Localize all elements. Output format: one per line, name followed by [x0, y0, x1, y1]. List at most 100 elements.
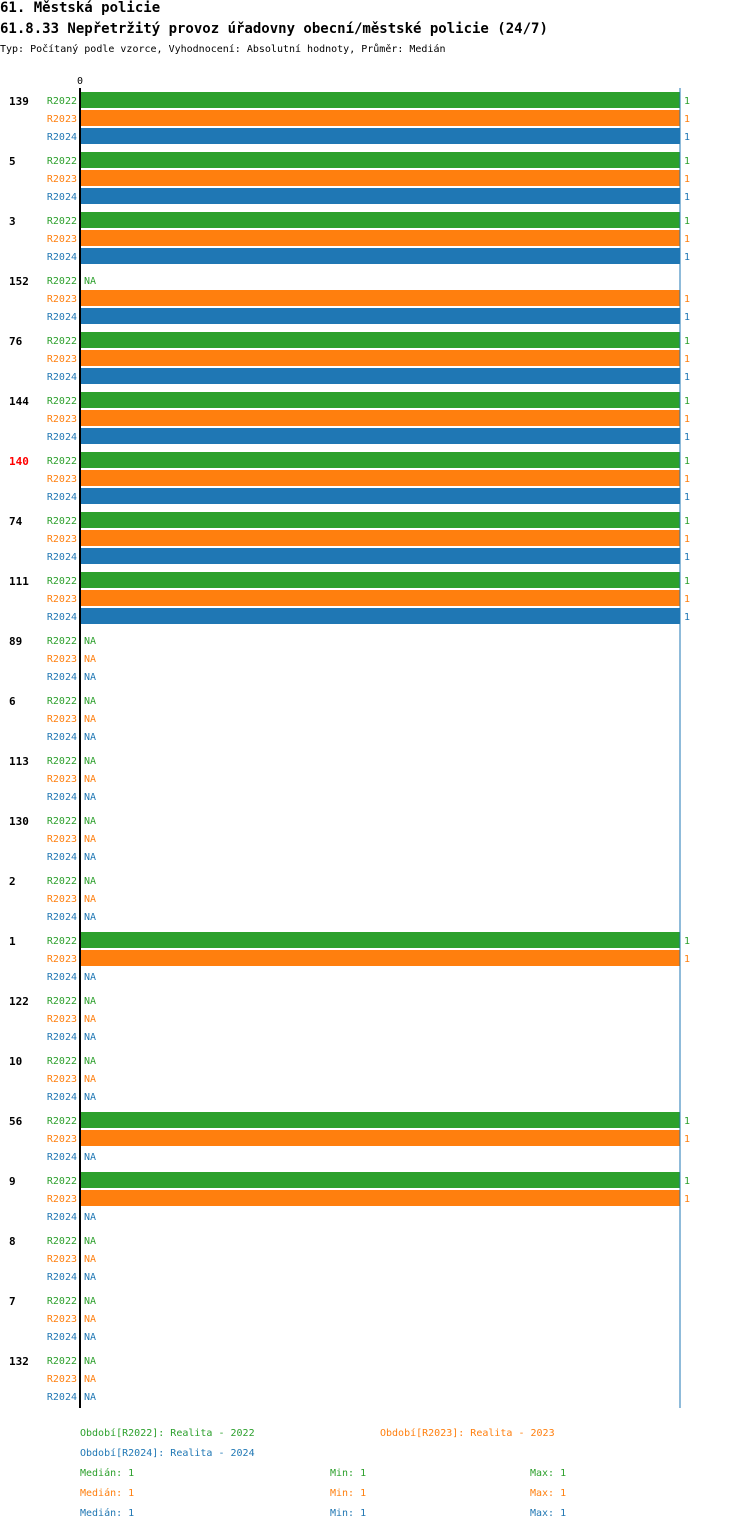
bar: [80, 488, 680, 504]
na-label: NA: [84, 852, 96, 863]
group-label: 7: [9, 1295, 16, 1308]
group-label: 2: [9, 875, 16, 888]
na-label: NA: [84, 1092, 96, 1103]
series-label: R2022: [47, 576, 77, 587]
bar: [80, 470, 680, 486]
series-label: R2024: [47, 792, 77, 803]
na-label: NA: [84, 636, 96, 647]
series-label: R2022: [47, 276, 77, 287]
group-label: 9: [9, 1175, 16, 1188]
bar: [80, 188, 680, 204]
group-label: 130: [9, 815, 29, 828]
series-label: R2022: [47, 456, 77, 467]
bar: [80, 548, 680, 564]
na-label: NA: [84, 1314, 96, 1325]
na-label: NA: [84, 1254, 96, 1265]
stat-median-r2024: Medián: 1: [80, 1508, 135, 1519]
bar: [80, 572, 680, 588]
na-label: NA: [84, 654, 96, 665]
bar: [80, 332, 680, 348]
data-label: 1: [684, 114, 690, 125]
series-label: R2022: [47, 1056, 77, 1067]
series-label: R2023: [47, 174, 77, 185]
bar: [80, 950, 680, 966]
data-label: 1: [684, 576, 690, 587]
series-label: R2024: [47, 672, 77, 683]
data-label: 1: [684, 1176, 690, 1187]
na-label: NA: [84, 894, 96, 905]
series-label: R2023: [47, 234, 77, 245]
bar: [80, 152, 680, 168]
series-label: R2024: [47, 1272, 77, 1283]
series-label: R2022: [47, 336, 77, 347]
na-label: NA: [84, 1236, 96, 1247]
legend-r2022: Období[R2022]: Realita - 2022: [80, 1428, 255, 1439]
group-label: 10: [9, 1055, 22, 1068]
data-label: 1: [684, 534, 690, 545]
series-label: R2022: [47, 1356, 77, 1367]
data-label: 1: [684, 612, 690, 623]
series-label: R2022: [47, 1176, 77, 1187]
series-label: R2024: [47, 492, 77, 503]
na-label: NA: [84, 834, 96, 845]
series-label: R2022: [47, 996, 77, 1007]
bar: [80, 428, 680, 444]
na-label: NA: [84, 696, 96, 707]
data-label: 1: [684, 474, 690, 485]
data-label: 1: [684, 1116, 690, 1127]
bar: [80, 1172, 680, 1188]
na-label: NA: [84, 972, 96, 983]
na-label: NA: [84, 1296, 96, 1307]
series-label: R2022: [47, 156, 77, 167]
series-label: R2022: [47, 216, 77, 227]
bar: [80, 128, 680, 144]
group-label: 8: [9, 1235, 16, 1248]
series-label: R2024: [47, 432, 77, 443]
group-label: 144: [9, 395, 29, 408]
series-label: R2023: [47, 714, 77, 725]
data-label: 1: [684, 294, 690, 305]
na-label: NA: [84, 876, 96, 887]
group-label: 139: [9, 95, 29, 108]
group-label: 56: [9, 1115, 23, 1128]
group-label: 140: [9, 455, 29, 468]
series-label: R2024: [47, 1332, 77, 1343]
group-label: 76: [9, 335, 23, 348]
data-label: 1: [684, 354, 690, 365]
series-label: R2022: [47, 756, 77, 767]
na-label: NA: [84, 996, 96, 1007]
data-label: 1: [684, 192, 690, 203]
na-label: NA: [84, 1032, 96, 1043]
data-label: 1: [684, 252, 690, 263]
data-label: 1: [684, 552, 690, 563]
series-label: R2024: [47, 1392, 77, 1403]
na-label: NA: [84, 774, 96, 785]
na-label: NA: [84, 1152, 96, 1163]
bar: [80, 170, 680, 186]
data-label: 1: [684, 174, 690, 185]
stat-min-r2023: Min: 1: [330, 1488, 367, 1499]
series-label: R2023: [47, 774, 77, 785]
x-tick-label: 0: [77, 76, 83, 87]
bar: [80, 308, 680, 324]
na-label: NA: [84, 1272, 96, 1283]
series-label: R2023: [47, 1254, 77, 1265]
data-label: 1: [684, 156, 690, 167]
series-label: R2022: [47, 1236, 77, 1247]
data-label: 1: [684, 1134, 690, 1145]
data-label: 1: [684, 456, 690, 467]
legend-r2023: Období[R2023]: Realita - 2023: [380, 1428, 555, 1439]
bar: [80, 248, 680, 264]
na-label: NA: [84, 756, 96, 767]
series-label: R2024: [47, 852, 77, 863]
na-label: NA: [84, 1212, 96, 1223]
series-label: R2024: [47, 1152, 77, 1163]
bar: [80, 350, 680, 366]
na-label: NA: [84, 732, 96, 743]
bar: [80, 290, 680, 306]
na-label: NA: [84, 672, 96, 683]
series-label: R2024: [47, 1092, 77, 1103]
data-label: 1: [684, 336, 690, 347]
series-label: R2022: [47, 516, 77, 527]
